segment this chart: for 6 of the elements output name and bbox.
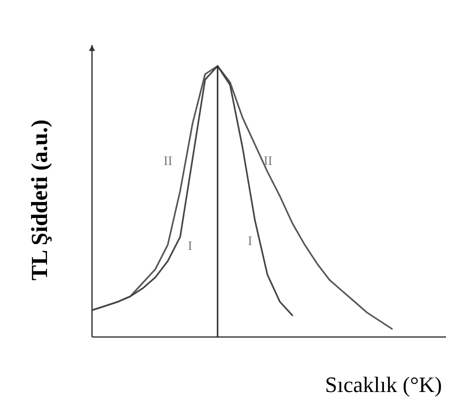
annotation: I xyxy=(248,233,252,248)
annotation: II xyxy=(264,153,272,168)
x-axis-title: Sıcaklık (°K) xyxy=(325,372,442,397)
y-axis-title: TL Şiddeti (a.u.) xyxy=(27,119,52,281)
annotation: I xyxy=(188,238,192,253)
annotation: II xyxy=(164,153,172,168)
